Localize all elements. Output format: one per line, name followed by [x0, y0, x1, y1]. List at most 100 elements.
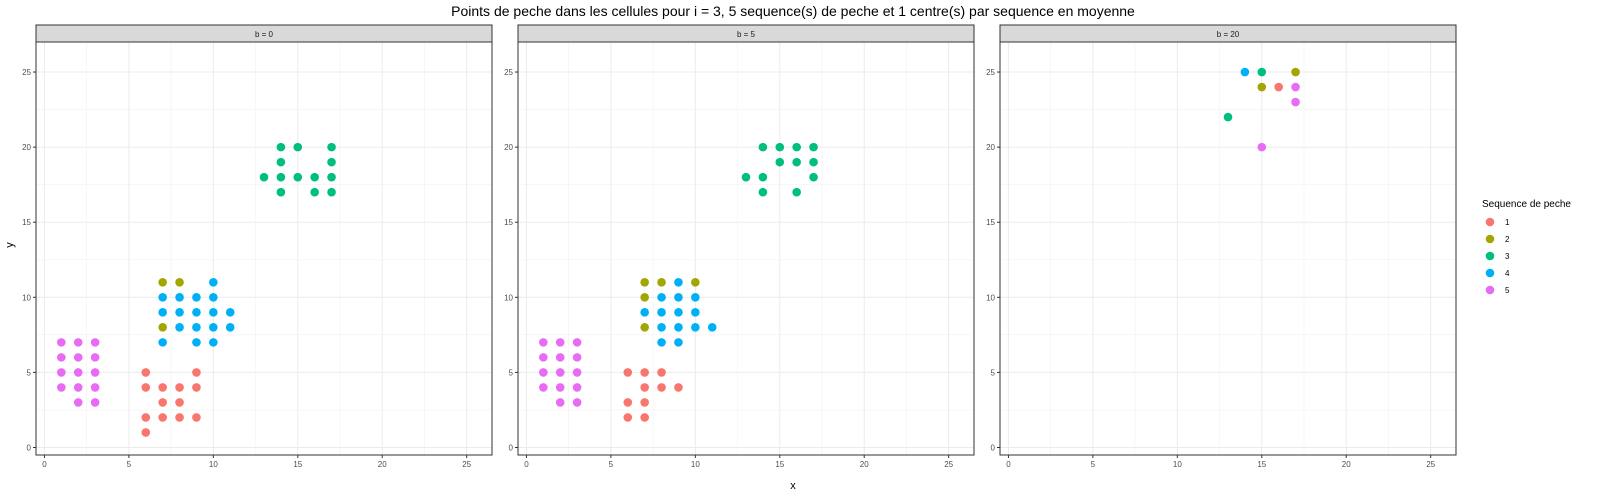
scatter-point: [758, 172, 768, 182]
scatter-point: [623, 368, 633, 377]
scatter-point: [674, 277, 683, 287]
scatter-point: [175, 308, 184, 317]
scatter-point: [276, 142, 286, 152]
x-tick-label: 10: [691, 460, 700, 469]
scatter-point: [691, 277, 700, 287]
scatter-point: [192, 383, 201, 392]
scatter-point: [158, 398, 167, 407]
legend-key: [1485, 234, 1495, 244]
scatter-point: [657, 293, 666, 302]
scatter-point: [209, 338, 218, 347]
x-tick-label: 25: [944, 460, 953, 469]
scatter-point: [73, 368, 83, 377]
scatter-point: [539, 383, 548, 392]
scatter-point: [158, 293, 167, 302]
scatter-point: [175, 293, 184, 302]
scatter-point: [225, 308, 235, 317]
x-tick-label: 10: [1173, 460, 1182, 469]
y-axis-title: y: [4, 242, 16, 248]
x-tick-label: 15: [775, 460, 784, 469]
legend-key: [1485, 285, 1495, 295]
scatter-point: [674, 323, 683, 332]
scatter-point: [539, 338, 548, 347]
scatter-point: [158, 323, 167, 332]
x-tick-label: 20: [860, 460, 869, 469]
scatter-point: [1223, 112, 1233, 122]
scatter-point: [192, 338, 201, 347]
plot-background: [518, 42, 974, 455]
scatter-point: [640, 398, 649, 407]
legend-key: [1485, 268, 1495, 278]
scatter-point: [572, 383, 582, 392]
scatter-point: [57, 338, 66, 347]
scatter-point: [691, 293, 700, 302]
scatter-point: [310, 187, 319, 197]
scatter-point: [141, 428, 151, 437]
scatter-point: [175, 398, 184, 407]
scatter-point: [775, 157, 785, 167]
legend-key: [1485, 217, 1495, 227]
scatter-point: [741, 172, 751, 182]
scatter-point: [73, 383, 83, 392]
scatter-point: [57, 353, 66, 362]
scatter-point: [209, 277, 218, 287]
scatter-point: [640, 383, 649, 392]
scatter-point: [310, 172, 319, 182]
plot-background: [1000, 42, 1456, 455]
y-tick-label: 15: [986, 218, 995, 227]
scatter-point: [539, 368, 548, 377]
scatter-point: [141, 383, 151, 392]
scatter-point: [555, 338, 565, 347]
scatter-point: [209, 308, 218, 317]
scatter-point: [1257, 82, 1267, 92]
scatter-point: [674, 338, 683, 347]
x-tick-label: 5: [609, 460, 614, 469]
scatter-point: [809, 172, 818, 182]
scatter-point: [327, 157, 336, 167]
scatter-point: [657, 277, 666, 287]
scatter-point: [572, 398, 582, 407]
scatter-point: [640, 323, 649, 332]
y-tick-label: 10: [504, 293, 513, 302]
scatter-point: [657, 338, 666, 347]
scatter-point: [175, 383, 184, 392]
scatter-point: [691, 323, 700, 332]
scatter-point: [175, 277, 184, 287]
scatter-point: [90, 398, 100, 407]
scatter-point: [90, 368, 100, 377]
y-tick-label: 0: [991, 443, 996, 452]
scatter-point: [775, 142, 785, 152]
scatter-point: [1291, 82, 1300, 92]
scatter-point: [555, 398, 565, 407]
scatter-point: [192, 293, 201, 302]
scatter-point: [623, 398, 633, 407]
scatter-point: [809, 157, 818, 167]
scatter-point: [90, 353, 100, 362]
scatter-point: [327, 172, 336, 182]
scatter-point: [640, 308, 649, 317]
scatter-point: [293, 142, 303, 152]
scatter-point: [90, 338, 100, 347]
scatter-point: [259, 172, 269, 182]
scatter-point: [640, 413, 649, 422]
x-tick-label: 5: [127, 460, 132, 469]
scatter-point: [158, 308, 167, 317]
scatter-point: [73, 338, 83, 347]
scatter-point: [640, 368, 649, 377]
plot-background: [36, 42, 492, 455]
legend-label: 5: [1505, 286, 1510, 295]
x-tick-label: 0: [1006, 460, 1011, 469]
scatter-point: [674, 293, 683, 302]
x-tick-label: 25: [1426, 460, 1435, 469]
scatter-point: [758, 142, 768, 152]
scatter-point: [158, 383, 167, 392]
scatter-point: [657, 323, 666, 332]
y-tick-label: 20: [22, 143, 31, 152]
scatter-point: [158, 413, 167, 422]
x-axis-title: x: [790, 480, 796, 492]
x-tick-label: 10: [209, 460, 218, 469]
y-tick-label: 5: [509, 368, 514, 377]
facet-strip-label: b = 0: [255, 30, 274, 39]
